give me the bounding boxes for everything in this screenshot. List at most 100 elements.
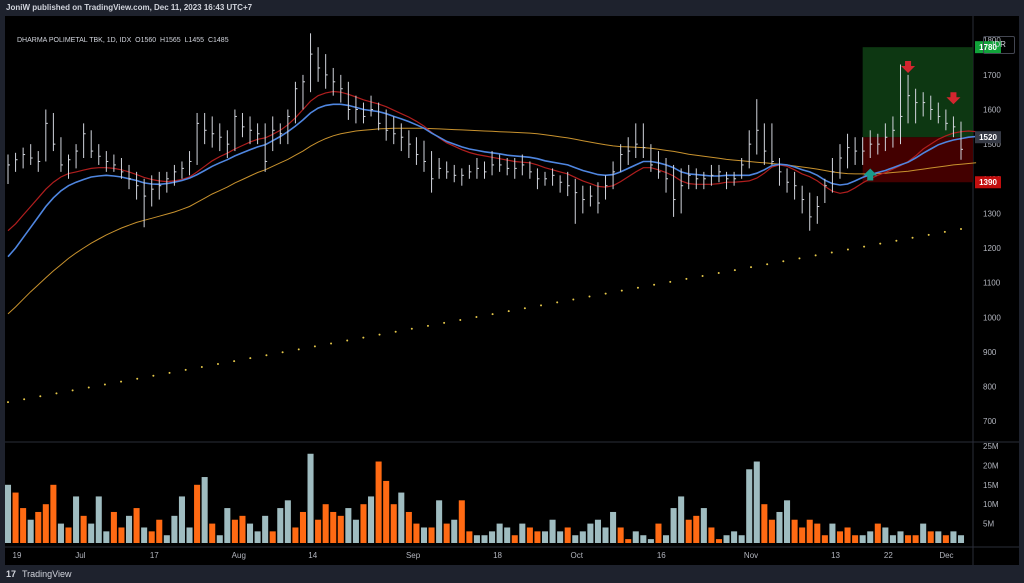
trendline-dot — [523, 307, 526, 310]
price-bar — [453, 164, 457, 183]
volume-bar — [693, 515, 700, 543]
price-bar — [589, 185, 593, 207]
price-bar — [884, 123, 888, 152]
volume-bar — [859, 535, 866, 543]
trendline-dot — [507, 310, 510, 313]
volume-bar — [73, 496, 80, 543]
price-bar — [484, 161, 487, 179]
price-bar — [733, 171, 737, 186]
price-bar — [317, 47, 321, 82]
price-bar — [937, 102, 941, 124]
price-chart[interactable]: 7008009001000110012001300140015001600170… — [5, 16, 1019, 565]
price-bar — [52, 112, 56, 152]
price-bar — [257, 123, 260, 145]
price-bar — [839, 144, 842, 179]
price-bar — [801, 185, 805, 214]
time-tick-label: 19 — [13, 551, 22, 560]
price-bar — [816, 196, 820, 224]
price-tick-label: 1000 — [983, 313, 1001, 322]
price-bar — [847, 133, 850, 169]
buy-arrow-icon — [863, 168, 878, 181]
price-bar — [423, 140, 426, 172]
price-tick-label: 1100 — [983, 279, 1001, 288]
trendline-dot — [120, 380, 123, 383]
trendline-dot — [750, 266, 753, 269]
price-bar — [899, 64, 903, 145]
trendline-dot — [717, 272, 720, 275]
volume-bar — [413, 523, 420, 543]
volume-bar — [867, 531, 874, 543]
tradingview-logo-icon[interactable]: 17 — [6, 569, 17, 579]
price-bar — [831, 158, 835, 193]
volume-bar — [307, 453, 314, 543]
price-bar — [756, 99, 759, 155]
volume-bar — [247, 523, 254, 543]
volume-bar — [489, 531, 496, 543]
price-bar — [68, 154, 71, 179]
price-bar — [809, 192, 812, 231]
footer-bar: 17 TradingView — [0, 565, 1024, 583]
trendline-dot — [71, 389, 74, 392]
trendline-dot — [55, 392, 58, 395]
volume-bar — [20, 508, 27, 543]
volume-bar — [383, 480, 390, 543]
trendline-dot — [23, 398, 26, 401]
trendline-dot — [830, 251, 833, 254]
price-bar — [567, 171, 570, 197]
trendline-dot — [879, 242, 882, 245]
price-bar — [680, 168, 684, 214]
price-bar — [763, 123, 767, 165]
price-bar — [234, 109, 237, 152]
price-bar — [824, 178, 827, 204]
price-bar — [37, 151, 41, 172]
price-marker-target — [975, 41, 1001, 54]
price-bar — [703, 171, 706, 190]
price-tick-label: 900 — [983, 348, 997, 357]
price-bar — [264, 123, 268, 172]
price-bar — [347, 81, 351, 120]
volume-bar — [398, 492, 405, 543]
price-bar — [854, 137, 858, 165]
price-bar — [325, 54, 328, 89]
trendline-dot — [152, 374, 155, 377]
volume-bar — [156, 519, 163, 543]
trendline-dot — [184, 368, 187, 371]
price-bar — [287, 109, 290, 145]
volume-bar — [231, 519, 238, 543]
price-bar — [204, 112, 207, 145]
sell-arrow-icon — [946, 92, 961, 105]
price-bar — [355, 95, 358, 124]
volume-bar — [753, 461, 760, 543]
trendline-dot — [362, 336, 365, 339]
volume-bar — [761, 504, 768, 543]
price-bar — [226, 130, 230, 158]
open-label: O — [135, 37, 141, 44]
volume-bar — [776, 511, 783, 543]
volume-bar — [950, 531, 957, 543]
trendline-dot — [346, 339, 349, 342]
volume-bar — [292, 527, 299, 543]
volume-bar — [12, 492, 19, 543]
volume-bar — [784, 500, 791, 543]
price-bar — [892, 116, 895, 148]
price-bar — [378, 102, 381, 131]
volume-bar — [352, 519, 359, 543]
price-bar — [400, 123, 404, 152]
trendline-dot — [265, 354, 268, 357]
volume-bar — [50, 484, 57, 543]
price-bar — [536, 168, 540, 190]
volume-bar — [178, 496, 185, 543]
price-bar — [113, 154, 116, 172]
volume-bar — [171, 515, 178, 543]
price-bar — [499, 154, 502, 172]
volume-bar — [254, 531, 261, 543]
price-bar — [514, 158, 517, 179]
volume-bar — [829, 523, 836, 543]
trendline-dot — [475, 316, 478, 319]
time-tick-label: Sep — [406, 551, 421, 560]
volume-bar — [662, 535, 670, 543]
brand-name[interactable]: TradingView — [22, 569, 72, 579]
price-bar — [960, 121, 963, 160]
currency-button[interactable]: IDR — [983, 36, 1015, 54]
trendline-dot — [39, 395, 42, 398]
